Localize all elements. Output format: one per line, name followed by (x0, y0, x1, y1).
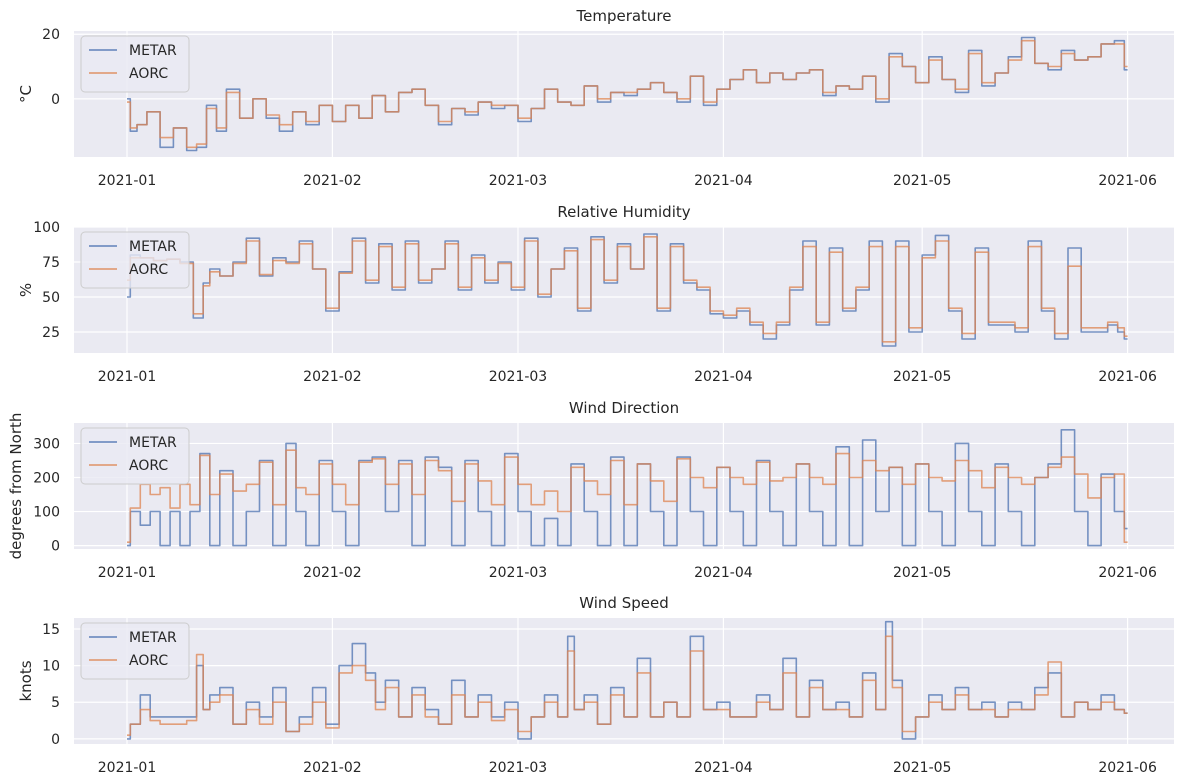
panel-humidity: Relative Humidity 25 50 75 100 2021-01 2021-02… (17, 203, 1174, 385)
wind-speed-xtick-label-4: 2021-05 (893, 760, 952, 776)
temperature-xtick-label-3: 2021-04 (694, 173, 753, 189)
humidity-ytick-label-0: 25 (42, 325, 60, 341)
humidity-xtick-label-0: 2021-01 (98, 369, 157, 385)
wind-speed-legend: METAR AORC (80, 622, 190, 680)
temperature-xtick-label-4: 2021-05 (893, 173, 952, 189)
wind-direction-legend: METAR AORC (80, 427, 190, 485)
wind-direction-series-aorc-line (127, 449, 1128, 543)
humidity-ytick-label-2: 75 (42, 255, 60, 271)
humidity-xtick-label-4: 2021-05 (893, 369, 952, 385)
wind-direction-ytick-label-1: 100 (33, 505, 60, 521)
panel-temperature: Temperature 0 20 2021-01 2021-02 2021-03 2021-… (17, 7, 1174, 189)
temperature-ytick-label-1: 20 (42, 27, 60, 43)
temperature-title: Temperature (575, 7, 671, 25)
humidity-xtick-label-3: 2021-04 (694, 369, 753, 385)
wind-speed-xtick-label-0: 2021-01 (98, 760, 157, 776)
wind-speed-xtick-label-5: 2021-06 (1098, 760, 1157, 776)
temperature-ylabel: °C (17, 85, 35, 103)
wind-speed-xtick-label-1: 2021-02 (303, 760, 362, 776)
humidity-ytick-label-1: 50 (42, 290, 60, 306)
wind-speed-xtick-label-3: 2021-04 (694, 760, 753, 776)
temperature-legend-label-metar: METAR (129, 43, 177, 59)
humidity-ylabel: % (17, 283, 35, 297)
wind-speed-ytick-label-2: 10 (42, 659, 60, 675)
wind-speed-ytick-label-0: 0 (51, 732, 60, 748)
panel-wind-speed: Wind Speed 0 5 10 15 2021-01 2021-02 2021-03 202… (17, 594, 1174, 776)
wind-direction-xtick-label-4: 2021-05 (893, 565, 952, 581)
wind-speed-series-metar-line (127, 620, 1128, 740)
wind-speed-ylabel: knots (17, 660, 35, 701)
humidity-ytick-label-3: 100 (33, 220, 60, 236)
humidity-legend-label-aorc: AORC (129, 262, 168, 278)
humidity-xtick-label-2: 2021-03 (489, 369, 548, 385)
humidity-legend: METAR AORC (80, 231, 190, 289)
wind-direction-xtick-label-1: 2021-02 (303, 565, 362, 581)
humidity-series-aorc-line (127, 236, 1128, 343)
wind-direction-xtick-label-0: 2021-01 (98, 565, 157, 581)
wind-direction-ytick-label-2: 200 (33, 470, 60, 486)
wind-direction-ylabel: degrees from North (7, 413, 25, 560)
wind-speed-ytick-label-1: 5 (51, 695, 60, 711)
wind-speed-plot-background (74, 618, 1174, 744)
temperature-legend-label-aorc: AORC (129, 66, 168, 82)
humidity-xtick-label-5: 2021-06 (1098, 369, 1157, 385)
temperature-legend: METAR AORC (80, 35, 190, 93)
wind-speed-legend-label-aorc: AORC (129, 653, 168, 669)
wind-direction-ytick-label-0: 0 (51, 539, 60, 555)
temperature-series-aorc-line (127, 39, 1128, 149)
humidity-title: Relative Humidity (557, 203, 690, 221)
wind-speed-xtick-label-2: 2021-03 (489, 760, 548, 776)
temperature-xtick-label-5: 2021-06 (1098, 173, 1157, 189)
temperature-xtick-label-2: 2021-03 (489, 173, 548, 189)
wind-direction-legend-label-metar: METAR (129, 435, 177, 451)
humidity-legend-label-metar: METAR (129, 239, 177, 255)
wind-direction-xtick-label-3: 2021-04 (694, 565, 753, 581)
humidity-xtick-label-1: 2021-02 (303, 369, 362, 385)
wind-direction-xtick-label-2: 2021-03 (489, 565, 548, 581)
wind-direction-legend-label-aorc: AORC (129, 458, 168, 474)
wind-speed-title: Wind Speed (579, 594, 669, 612)
wind-direction-series-metar-line (127, 429, 1128, 547)
wind-direction-xtick-label-5: 2021-06 (1098, 565, 1157, 581)
panel-wind-direction: Wind Direction 0 100 200 300 2021-01 2021-02 20… (7, 399, 1174, 581)
wind-direction-ytick-label-3: 300 (33, 436, 60, 452)
wind-direction-title: Wind Direction (569, 399, 679, 417)
wind-speed-series-aorc-line (127, 635, 1128, 736)
wind-speed-ytick-label-3: 15 (42, 622, 60, 638)
temperature-ytick-label-0: 0 (51, 92, 60, 108)
temperature-xtick-label-1: 2021-02 (303, 173, 362, 189)
temperature-xtick-label-0: 2021-01 (98, 173, 157, 189)
wind-speed-legend-label-metar: METAR (129, 630, 177, 646)
